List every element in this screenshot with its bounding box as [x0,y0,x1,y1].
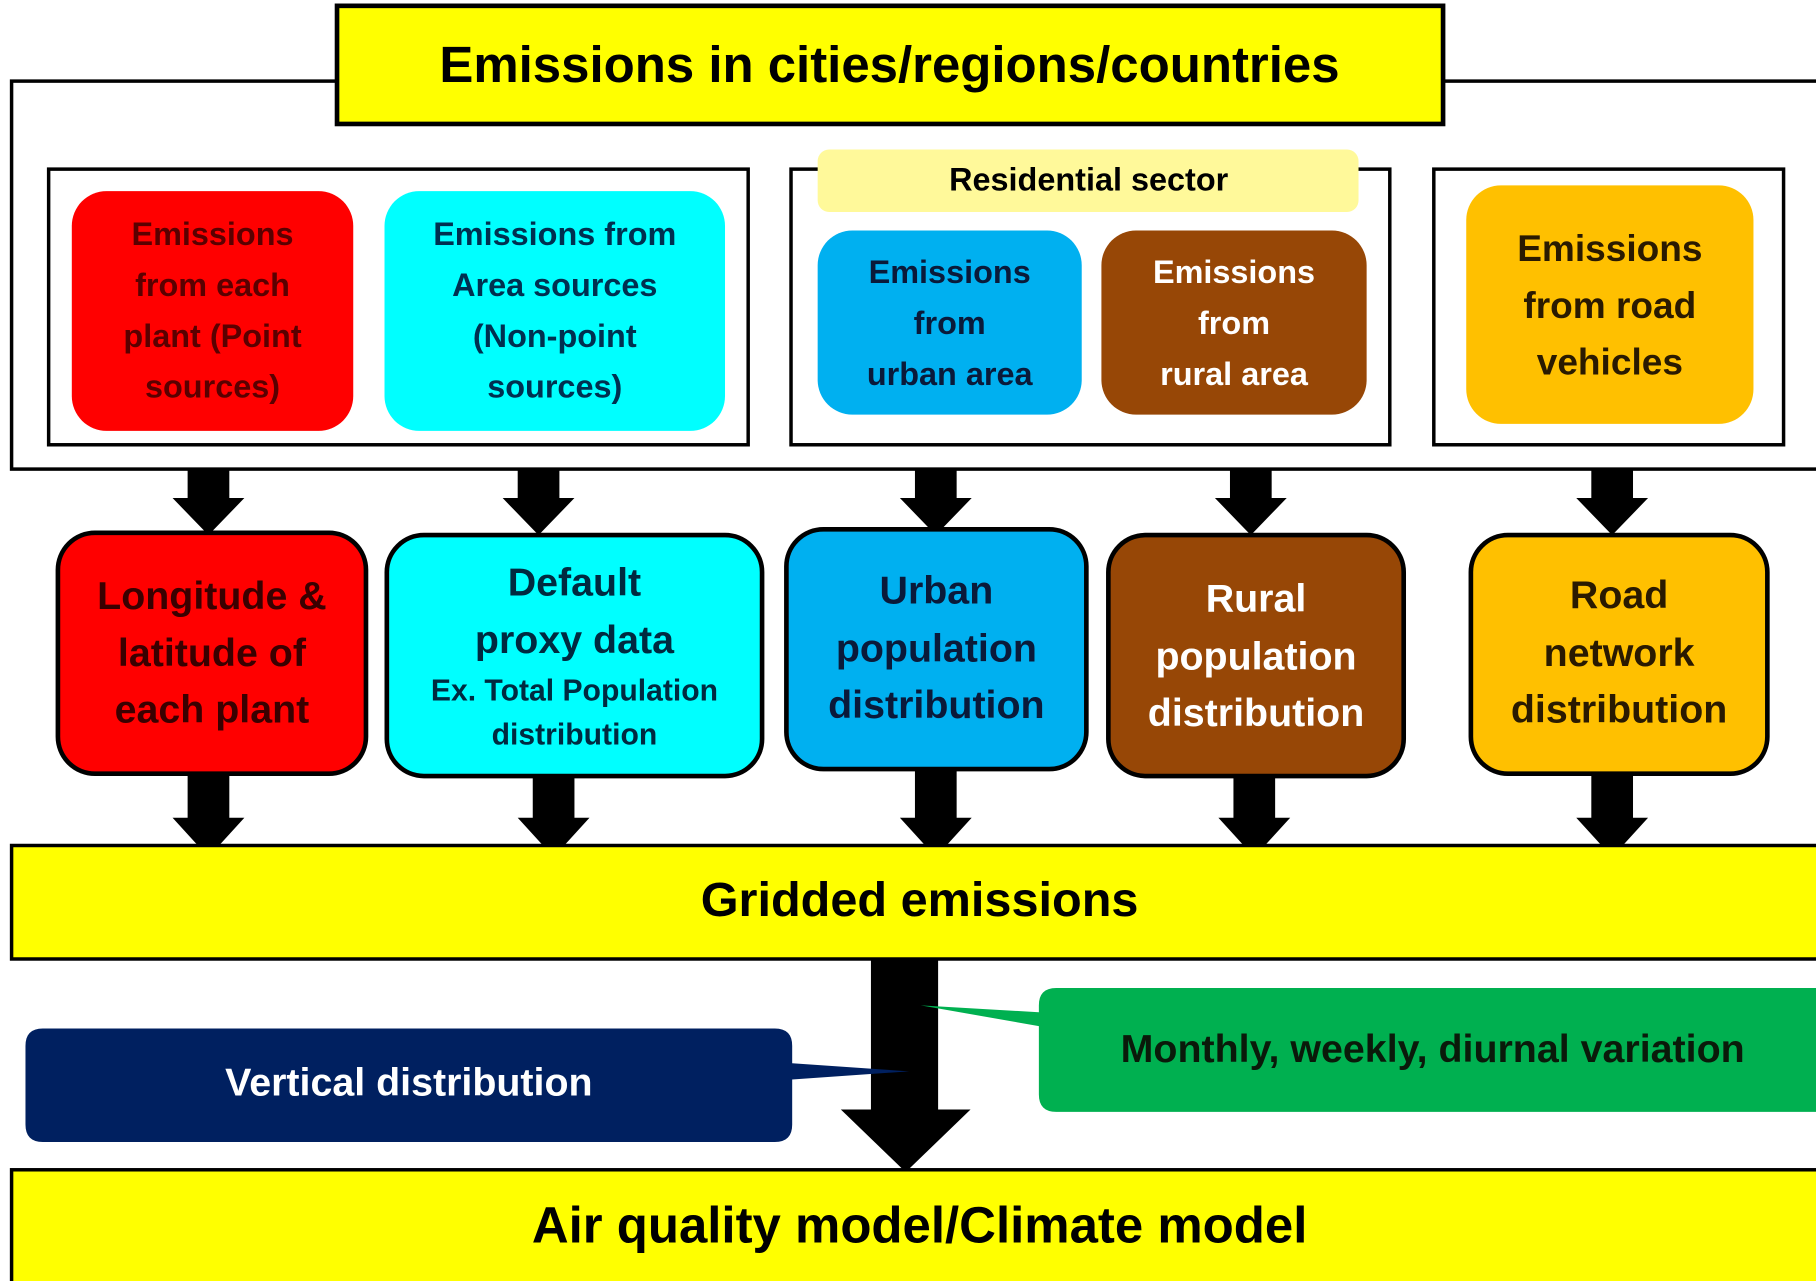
proxy-text: proxy data [475,618,675,662]
source-text: sources) [487,369,622,405]
source-text: plant (Point [123,318,301,354]
source-text: rural area [1160,356,1309,392]
arrow [899,770,972,858]
vertical-callout-text: Vertical distribution [225,1061,592,1105]
proxy-box [1106,532,1407,779]
source-text: Emissions [869,254,1031,290]
main-arrow [840,958,971,1173]
source-text: sources) [145,369,280,405]
proxy-box [384,532,765,779]
proxy-text: Urban [880,568,994,612]
source-text: vehicles [1537,341,1683,383]
arrow [1576,770,1649,858]
arrow [1218,770,1291,858]
output-label: Air quality model/Climate model [532,1196,1308,1253]
temporal-callout [920,987,1816,1112]
source-text: urban area [867,356,1034,392]
output-box [9,1168,1816,1281]
source-text: Emissions [1153,254,1315,290]
source-text: from [1198,305,1270,341]
proxy-box [784,527,1089,772]
proxy-text: latitude of [118,631,307,675]
source-box [71,191,354,431]
arrow [172,770,245,858]
proxy-box [1468,532,1770,777]
source-text: Area sources [452,267,657,303]
source-text: from each [135,267,290,303]
source-text: from road [1523,284,1696,326]
proxy-text: Longitude & [97,574,327,618]
proxy-text: Ex. Total Population [431,675,718,708]
source-text: Emissions [1517,227,1702,269]
proxy-text: network [1544,631,1695,675]
proxy-text: Default [508,560,641,604]
source-box [1466,185,1754,424]
proxy-text: Road [1570,573,1668,617]
proxy-text: distribution [1511,688,1727,732]
proxy-text: Rural [1206,577,1307,621]
proxy-box [55,530,369,777]
source-box [384,191,726,431]
source-text: Emissions [131,216,293,252]
gridded-label: Gridded emissions [701,873,1139,927]
arrow [517,770,590,858]
proxy-text: distribution [828,683,1044,727]
proxy-text: each plant [115,688,310,732]
source-box [1101,230,1367,415]
source-text: (Non-point [473,318,637,354]
proxy-text: population [1155,634,1356,678]
source-text: Emissions from [433,216,676,252]
title: Emissions in cities/regions/countries [439,36,1339,93]
title-box [334,3,1446,127]
residential-label-box [817,149,1359,212]
source-text: from [914,305,986,341]
proxy-text: population [836,626,1037,670]
residential-label: Residential sector [949,161,1229,197]
gridded-box [9,843,1816,961]
source-box [817,230,1082,415]
proxy-text: distribution [492,719,658,752]
vertical-callout [25,1028,910,1142]
proxy-text: distribution [1148,691,1364,735]
temporal-callout-text: Monthly, weekly, diurnal variation [1121,1027,1745,1071]
